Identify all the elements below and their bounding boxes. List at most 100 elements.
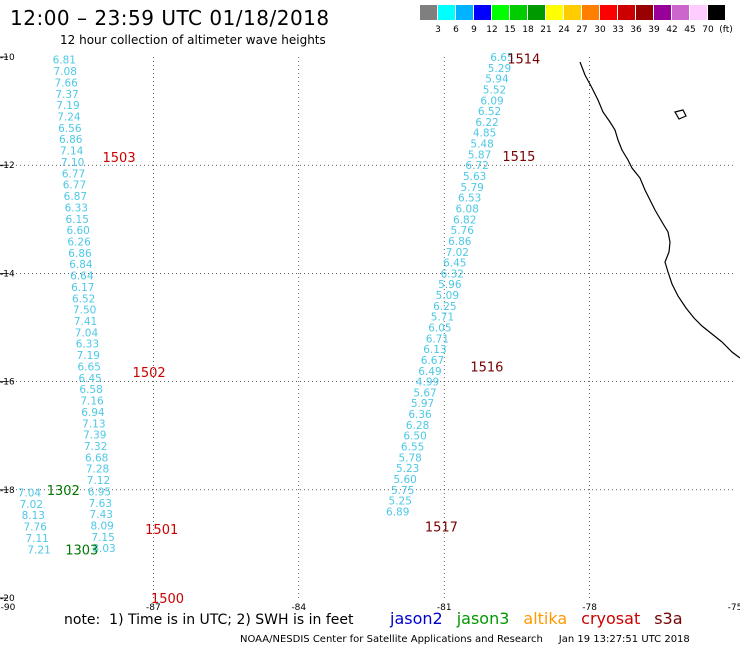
wave-height-value: 6.94 xyxy=(81,407,105,419)
wave-height-value: 7.02 xyxy=(446,247,469,259)
orbit-time-label: 1503 xyxy=(103,151,136,166)
color-scale-label: 42 xyxy=(666,25,678,35)
color-swatch xyxy=(456,5,473,20)
wave-height-value: 6.17 xyxy=(71,282,94,294)
wave-height-value: 5.76 xyxy=(451,225,475,237)
color-swatch xyxy=(564,5,581,20)
lon-tick-label: -81 xyxy=(437,603,452,613)
color-swatch xyxy=(492,5,509,20)
wave-height-value: 6.67 xyxy=(421,355,444,367)
wave-height-value: 6.36 xyxy=(408,409,432,421)
legend-cryosat: cryosat xyxy=(581,609,641,628)
wave-height-value: 6.86 xyxy=(59,134,83,146)
color-swatch xyxy=(438,5,455,20)
lat-tick-label: -16 xyxy=(0,378,15,388)
wave-height-value: 5.29 xyxy=(488,63,511,75)
wave-height-value: 5.87 xyxy=(468,149,491,161)
wave-height-value: 7.39 xyxy=(83,430,106,442)
orbit-time-label: 1517 xyxy=(425,521,458,536)
wave-height-value: 6.68 xyxy=(85,452,108,464)
wave-height-value: 6.55 xyxy=(401,442,424,454)
wave-height-value: 6.33 xyxy=(65,202,88,214)
wave-height-value: 6.52 xyxy=(72,293,95,305)
altimeter-tracks: 6.817.087.667.377.197.246.566.867.147.10… xyxy=(18,52,541,607)
wave-height-value: 7.66 xyxy=(54,77,78,89)
color-scale-label: 36 xyxy=(630,25,642,35)
wave-height-value: 6.05 xyxy=(428,323,451,335)
wave-height-value: 7.04 xyxy=(75,327,99,339)
color-swatch xyxy=(510,5,527,20)
color-scale-label: 27 xyxy=(576,25,588,35)
color-scale-label: 70 xyxy=(702,25,714,35)
wave-height-value: 5.63 xyxy=(463,171,486,183)
color-scale-label: 39 xyxy=(648,25,660,35)
wave-height-value: 6.53 xyxy=(458,193,481,205)
lat-tick-label: -20 xyxy=(0,594,15,604)
color-scale-label: 33 xyxy=(612,25,624,35)
wave-height-value: 6.25 xyxy=(433,301,456,313)
wave-height-value: 6.08 xyxy=(456,203,479,215)
wave-height-value: 6.13 xyxy=(423,344,446,356)
wave-height-value: 6.28 xyxy=(406,420,429,432)
wave-height-value: 6.65 xyxy=(78,361,101,373)
wave-height-value: 5.75 xyxy=(391,485,414,497)
footer-credit: NOAA/NESDIS Center for Satellite Applica… xyxy=(240,634,690,645)
orbit-time-label: 1502 xyxy=(133,366,166,381)
color-scale-label: 24 xyxy=(558,25,570,35)
wave-height-value: 7.12 xyxy=(87,475,110,487)
wave-height-value: 5.09 xyxy=(436,290,459,302)
wave-height-value: 5.60 xyxy=(393,474,416,486)
wave-height-value: 7.19 xyxy=(77,350,100,362)
wave-height-value: 7.21 xyxy=(27,544,50,556)
lat-tick-label: -10 xyxy=(0,53,15,63)
color-scale-label: 21 xyxy=(540,25,552,35)
orbit-time-label: 1514 xyxy=(507,53,540,68)
wave-height-value: 6.56 xyxy=(58,123,82,135)
wave-height-value: 7.41 xyxy=(74,316,97,328)
wave-height-value: 6.95 xyxy=(88,486,111,498)
island xyxy=(674,109,687,120)
wave-height-value: 5.78 xyxy=(398,452,421,464)
wave-height-value: 7.63 xyxy=(89,498,112,510)
color-scale-label: 6 xyxy=(453,25,459,35)
wave-height-value: 5.94 xyxy=(485,74,509,86)
wave-height-value: 6.64 xyxy=(70,271,94,283)
note-text: note: 1) Time is in UTC; 2) SWH is in fe… xyxy=(64,612,354,628)
color-swatch xyxy=(654,5,671,20)
wave-height-value: 7.76 xyxy=(24,522,48,534)
wave-height-value: 6.60 xyxy=(66,225,89,237)
wave-height-value: 6.15 xyxy=(66,214,89,226)
orbit-time-label: 1303 xyxy=(65,543,98,558)
color-swatch xyxy=(474,5,491,20)
wave-height-value: 7.28 xyxy=(86,464,109,476)
wave-height-value: 6.50 xyxy=(403,431,426,443)
wave-height-value: 7.08 xyxy=(54,66,77,78)
coastline xyxy=(579,61,740,359)
wave-height-value: 6.77 xyxy=(63,180,86,192)
color-swatch xyxy=(546,5,563,20)
color-swatch xyxy=(636,5,653,20)
wave-height-value: 6.09 xyxy=(480,95,503,107)
legend-altika: altika xyxy=(523,609,568,628)
orbit-time-label: 1516 xyxy=(470,360,503,375)
wave-height-value: 5.48 xyxy=(470,139,493,151)
wave-height-value: 5.96 xyxy=(438,279,462,291)
wave-height-value: 4.85 xyxy=(473,128,496,140)
wave-height-value: 6.77 xyxy=(62,168,85,180)
orbit-time-label: 1302 xyxy=(47,484,80,499)
color-swatch xyxy=(672,5,689,20)
color-scale-label: 45 xyxy=(684,25,696,35)
wave-height-value: 6.45 xyxy=(443,258,466,270)
wave-height-value: 6.65 xyxy=(490,52,513,64)
color-scale-label: 15 xyxy=(504,25,516,35)
lon-tick-label: -87 xyxy=(146,603,161,613)
lon-tick-label: -90 xyxy=(1,603,16,613)
wave-height-value: 6.22 xyxy=(475,117,498,129)
color-scale-label: 9 xyxy=(471,25,477,35)
color-scale-label: 3 xyxy=(435,25,441,35)
wave-height-value: 6.84 xyxy=(69,259,93,271)
wave-height-value: 6.72 xyxy=(465,160,488,172)
wave-height-value: 7.15 xyxy=(91,532,114,544)
lon-tick-label: -84 xyxy=(291,603,306,613)
wave-height-value: 5.97 xyxy=(411,398,434,410)
